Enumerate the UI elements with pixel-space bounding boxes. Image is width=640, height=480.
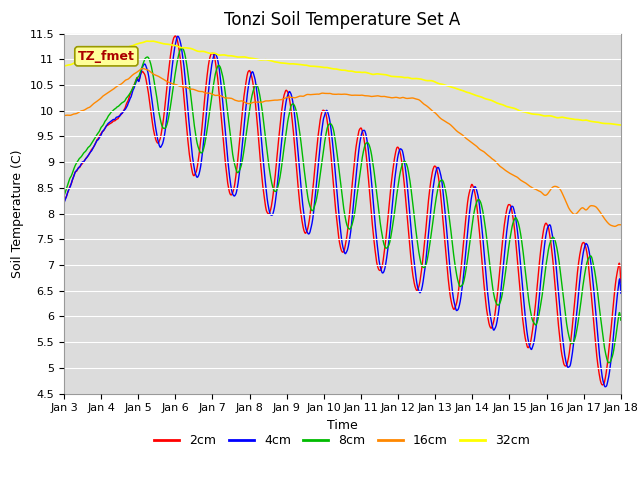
16cm (611, 224, 618, 229)
Text: TZ_fmet: TZ_fmet (78, 50, 135, 63)
4cm (502, 237, 509, 242)
Line: 8cm: 8cm (64, 48, 621, 363)
4cm (429, 185, 437, 191)
8cm (60, 192, 68, 198)
8cm (429, 217, 437, 223)
8cm (617, 317, 625, 323)
32cm (502, 103, 509, 109)
16cm (551, 183, 559, 189)
Line: 2cm: 2cm (64, 36, 621, 385)
Line: 16cm: 16cm (64, 69, 621, 227)
Line: 4cm: 4cm (64, 36, 621, 387)
16cm (139, 66, 147, 72)
2cm (599, 382, 607, 388)
16cm (246, 100, 254, 106)
4cm (602, 384, 609, 390)
4cm (60, 200, 68, 205)
32cm (171, 43, 179, 48)
16cm (60, 113, 68, 119)
32cm (60, 63, 68, 69)
32cm (617, 122, 625, 128)
4cm (174, 34, 182, 39)
X-axis label: Time: Time (327, 419, 358, 432)
Title: Tonzi Soil Temperature Set A: Tonzi Soil Temperature Set A (224, 11, 461, 29)
16cm (184, 85, 192, 91)
16cm (429, 108, 437, 114)
4cm (617, 290, 625, 296)
Y-axis label: Soil Temperature (C): Soil Temperature (C) (11, 149, 24, 278)
2cm (617, 279, 625, 285)
2cm (170, 34, 178, 40)
2cm (60, 198, 68, 204)
8cm (551, 238, 559, 243)
8cm (184, 72, 192, 78)
2cm (551, 282, 559, 288)
2cm (246, 70, 254, 75)
32cm (246, 55, 254, 61)
32cm (551, 114, 559, 120)
8cm (502, 266, 509, 272)
16cm (502, 168, 509, 174)
Line: 32cm: 32cm (64, 41, 621, 125)
16cm (617, 222, 625, 228)
2cm (184, 141, 192, 147)
8cm (246, 101, 254, 107)
4cm (246, 73, 254, 79)
8cm (170, 77, 178, 83)
32cm (429, 78, 437, 84)
4cm (170, 48, 178, 53)
2cm (172, 33, 179, 39)
4cm (551, 252, 559, 257)
2cm (502, 212, 509, 217)
8cm (605, 360, 612, 366)
Legend: 2cm, 4cm, 8cm, 16cm, 32cm: 2cm, 4cm, 8cm, 16cm, 32cm (150, 429, 535, 452)
2cm (429, 166, 437, 172)
4cm (184, 110, 192, 116)
16cm (171, 82, 179, 87)
32cm (148, 38, 156, 44)
32cm (184, 45, 192, 51)
8cm (178, 45, 186, 51)
